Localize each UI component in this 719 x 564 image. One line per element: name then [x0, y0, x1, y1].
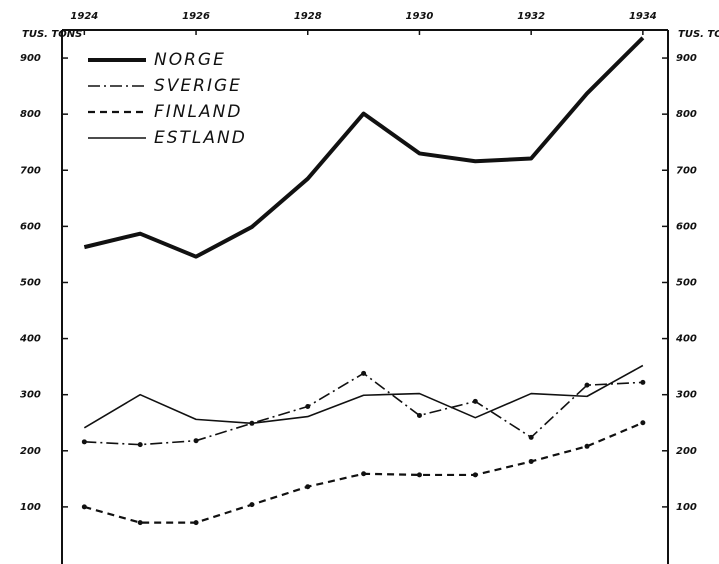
point-marker: [137, 442, 143, 448]
y2-tick-label: 500: [676, 277, 697, 288]
point-marker: [584, 382, 590, 388]
point-marker: [472, 398, 478, 404]
y2-tick-label: 100: [676, 502, 697, 513]
point-marker: [81, 504, 87, 510]
y-tick-label: 800: [20, 109, 41, 120]
point-marker: [416, 472, 422, 478]
legend-label: NORGE: [154, 50, 226, 70]
x-tick-label: 1930: [406, 11, 434, 22]
point-marker: [193, 520, 199, 526]
y-tick-label: 500: [20, 277, 41, 288]
point-marker: [361, 471, 367, 477]
x-tick-label: 1924: [70, 11, 98, 22]
point-marker: [305, 403, 311, 409]
y2-axis-label: TUS. TONS: [678, 29, 719, 40]
y2-tick-label: 900: [676, 53, 697, 64]
y2-tick-label: 700: [676, 165, 697, 176]
y2-tick-label: 200: [676, 446, 697, 457]
x-tick-label: 1928: [294, 11, 322, 22]
point-marker: [416, 412, 422, 418]
y2-tick-label: 400: [675, 334, 697, 345]
series-line: [83, 364, 644, 429]
point-marker: [361, 370, 367, 376]
y-axis-label: TUS. TONS: [22, 29, 82, 40]
point-marker: [193, 438, 199, 444]
y-tick-label: 900: [20, 53, 41, 64]
point-marker: [640, 420, 646, 426]
point-marker: [305, 484, 311, 490]
point-marker: [249, 502, 255, 508]
y-tick-label: 400: [19, 334, 41, 345]
y-tick-label: 600: [20, 221, 41, 232]
point-marker: [137, 520, 143, 526]
y2-tick-label: 800: [676, 109, 697, 120]
legend-label: ESTLAND: [154, 128, 247, 148]
y-tick-label: 700: [20, 165, 41, 176]
y2-tick-label: 300: [676, 390, 697, 401]
legend-label: FINLAND: [154, 102, 242, 122]
series-line: [84, 372, 643, 446]
point-marker: [472, 472, 478, 478]
legend-label: SVERIGE: [154, 76, 242, 96]
y-tick-label: 100: [20, 502, 41, 513]
y-tick-label: 200: [20, 446, 41, 457]
point-marker: [81, 439, 87, 445]
point-marker: [528, 434, 534, 440]
x-tick-label: 1926: [182, 11, 210, 22]
point-marker: [528, 458, 534, 464]
series-line: [83, 36, 645, 259]
x-tick-label: 1932: [517, 11, 545, 22]
y2-tick-label: 600: [676, 221, 697, 232]
point-marker: [640, 379, 646, 385]
x-tick-label: 1934: [629, 11, 657, 22]
point-marker: [584, 443, 590, 449]
y-tick-label: 300: [20, 390, 41, 401]
